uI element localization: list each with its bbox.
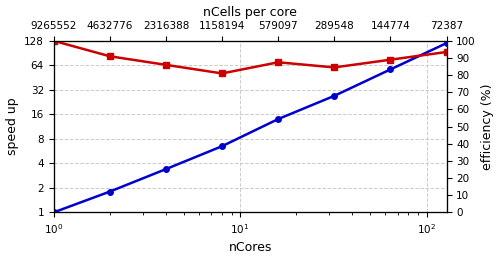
Y-axis label: efficiency (%): efficiency (%) xyxy=(482,83,494,170)
X-axis label: nCores: nCores xyxy=(228,242,272,255)
X-axis label: nCells per core: nCells per core xyxy=(203,5,297,18)
Y-axis label: speed up: speed up xyxy=(6,98,18,155)
